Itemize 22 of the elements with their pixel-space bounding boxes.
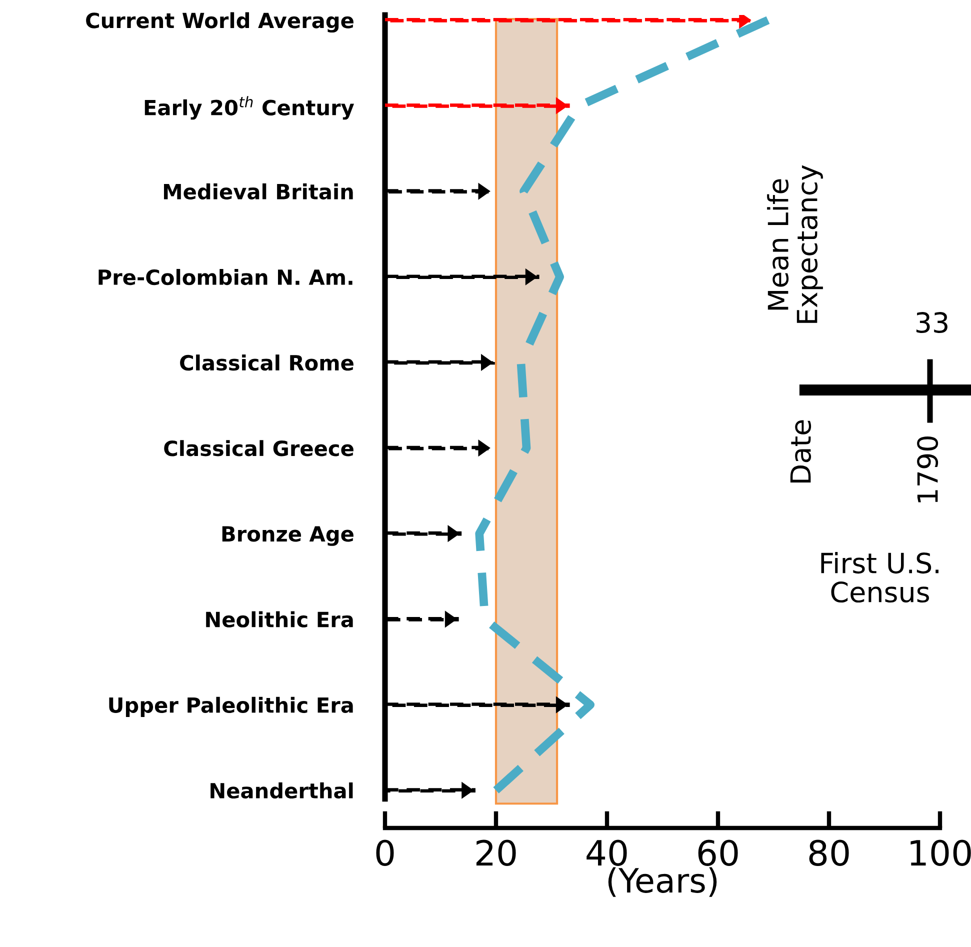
y-tick-label: Medieval Britain — [164, 183, 353, 200]
x-tick-label: 20 — [476, 840, 516, 866]
y-tick-label: Neolithic Era — [206, 611, 353, 628]
y-tick-label: Neanderthal — [210, 782, 353, 799]
y-tick-label: Pre-Colombian N. Am. — [98, 268, 352, 286]
x-tick-label: 0 — [376, 840, 394, 866]
x-tick-label: 60 — [698, 840, 738, 866]
annotation: 33 — [916, 312, 948, 334]
x-tick-label: 40 — [586, 840, 627, 866]
y-tick-label: Early 20$^{th}$ Century — [144, 96, 354, 120]
annotation: 1790 — [917, 436, 938, 502]
annotation: First U.S. Census — [821, 552, 938, 603]
annotation: Mean Life Expectancy — [767, 165, 823, 323]
y-tick-label: Classical Greece — [164, 440, 354, 456]
x-tick-label: 100 — [910, 840, 971, 866]
y-tick-label: Classical Rome — [180, 354, 354, 371]
y-tick-label: Current World Average — [86, 12, 354, 33]
x-axis-title: (Years) — [608, 867, 717, 897]
annotation: Date — [790, 420, 812, 482]
y-tick-label: Upper Paleolithic Era — [109, 696, 353, 718]
y-tick-label: Bronze Age — [222, 526, 354, 546]
x-tick-label: 80 — [809, 840, 849, 866]
